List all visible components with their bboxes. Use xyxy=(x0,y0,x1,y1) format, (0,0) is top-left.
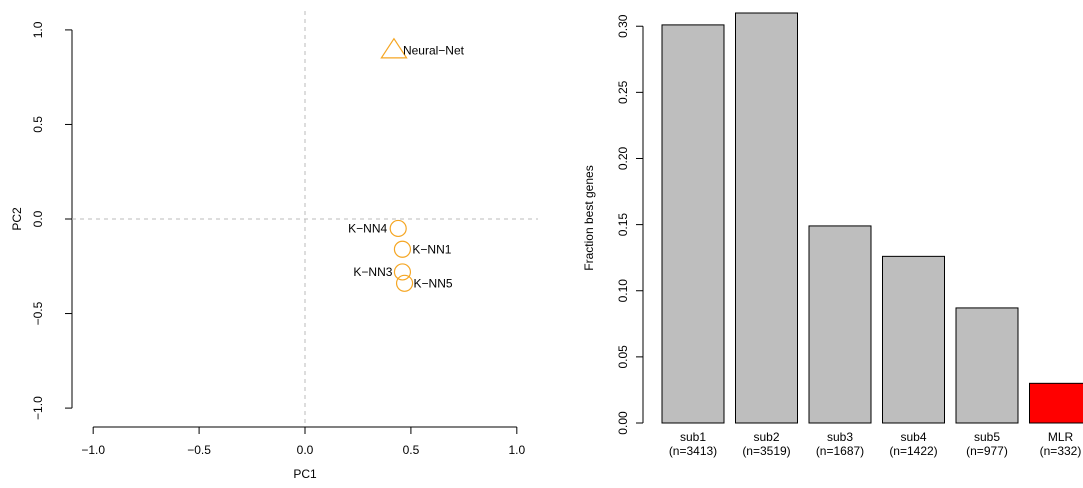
y-tick-label: 0.5 xyxy=(31,116,45,133)
bar-y-tick-label: 0.30 xyxy=(616,14,630,38)
x-axis-label: PC1 xyxy=(293,467,317,481)
bar-series xyxy=(661,12,1083,424)
bar xyxy=(882,255,945,424)
fraction-bar-chart: 0.00 0.05 0.10 0.15 0.20 0.25 0.30 sub1(n=3413… xyxy=(582,12,1083,458)
pca-scatter-plot: −1.0 −0.5 0.0 0.5 1.0 −1.0 −0.5 0.0 0.5 1.0 Neur… xyxy=(10,11,538,481)
circle-marker xyxy=(393,240,412,258)
bar-y-axis-ticks: 0.00 0.05 0.10 0.15 0.20 0.25 0.30 xyxy=(616,14,643,435)
bar-category-label: MLR xyxy=(1048,430,1074,444)
bar xyxy=(808,225,872,424)
point-label: Neural−Net xyxy=(403,44,465,58)
circle-marker xyxy=(389,219,407,238)
bar xyxy=(1029,382,1083,424)
bar-category-label: sub3 xyxy=(827,430,853,444)
circle-marker xyxy=(395,274,414,292)
bar-category-count: (n=1687) xyxy=(816,444,864,458)
x-axis-ticks: −1.0 −0.5 0.0 0.5 1.0 xyxy=(81,427,525,457)
x-tick-label: 0.5 xyxy=(403,443,420,457)
x-tick-label: −0.5 xyxy=(187,443,211,457)
bar-category-label: sub5 xyxy=(974,430,1000,444)
bar-category-label: sub1 xyxy=(680,430,706,444)
bar-y-tick-label: 0.15 xyxy=(616,213,630,237)
bar-category-count: (n=332) xyxy=(1040,444,1082,458)
point-label: K−NN5 xyxy=(414,276,453,290)
bar-y-axis-label: Fraction best genes xyxy=(582,165,596,270)
bar xyxy=(735,12,798,424)
point-label: K−NN4 xyxy=(348,221,387,235)
triangle-marker xyxy=(380,37,408,59)
bar-category-label: sub4 xyxy=(900,430,926,444)
point-label: K−NN1 xyxy=(412,242,451,256)
bar-category-count: (n=3519) xyxy=(742,444,790,458)
y-axis-ticks: −1.0 −0.5 0.0 0.5 1.0 xyxy=(31,21,72,420)
y-axis-label: PC2 xyxy=(10,207,24,231)
bar-category-label: sub2 xyxy=(753,430,779,444)
bar-y-tick-label: 0.00 xyxy=(616,411,630,435)
bar-y-tick-label: 0.10 xyxy=(616,279,630,303)
x-tick-label: 0.0 xyxy=(297,443,314,457)
y-tick-label: −0.5 xyxy=(31,301,45,325)
scatter-points: Neural−Net K−NN4 K−NN1 K−NN3 K−NN5 xyxy=(348,37,465,292)
y-tick-label: 1.0 xyxy=(31,21,45,38)
point-label: K−NN3 xyxy=(353,265,392,279)
circle-marker xyxy=(393,263,412,281)
y-tick-label: 0.0 xyxy=(31,210,45,227)
bar-category-count: (n=977) xyxy=(966,444,1008,458)
x-tick-label: −1.0 xyxy=(81,443,105,457)
bar-category-count: (n=3413) xyxy=(669,444,717,458)
x-tick-label: 1.0 xyxy=(508,443,525,457)
bar-y-tick-label: 0.05 xyxy=(616,345,630,369)
bar-y-tick-label: 0.20 xyxy=(616,146,630,170)
y-tick-label: −1.0 xyxy=(31,396,45,420)
bar-y-tick-label: 0.25 xyxy=(616,80,630,104)
bar-category-count: (n=1422) xyxy=(889,444,937,458)
bar xyxy=(955,307,1019,424)
bar-category-labels: sub1(n=3413) sub2(n=3519) sub3(n=1687) sub4… xyxy=(669,430,1082,458)
bar xyxy=(661,24,725,424)
